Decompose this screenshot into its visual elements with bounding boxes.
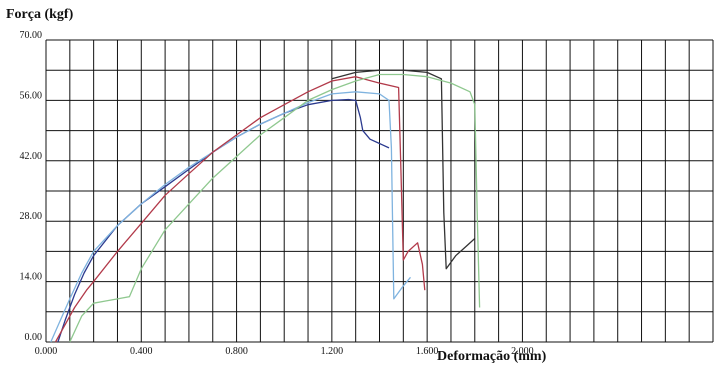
tick-labels: 0.00 14.00 28.00 42.00 56.00 70.00 0.000 0.400 0… bbox=[20, 30, 534, 357]
y-tick-label: 42.00 bbox=[20, 151, 43, 162]
y-tick-label: 28.00 bbox=[20, 211, 43, 222]
y-axis-title: Força (kgf) bbox=[6, 7, 74, 22]
y-tick-label: 56.00 bbox=[20, 90, 43, 101]
series-line-4 bbox=[331, 69, 476, 270]
y-tick-label: 0.00 bbox=[25, 332, 43, 343]
series-line-2 bbox=[50, 91, 411, 343]
x-axis-title: Deformação (mm) bbox=[437, 349, 547, 364]
x-tick-label: 1.600 bbox=[416, 346, 439, 357]
x-tick-label: 0.800 bbox=[225, 346, 248, 357]
grid bbox=[45, 39, 714, 343]
x-tick-label: 0.400 bbox=[130, 346, 153, 357]
series-line-3 bbox=[54, 76, 426, 343]
x-tick-label: 2.000 bbox=[511, 346, 534, 357]
y-tick-label: 70.00 bbox=[20, 30, 43, 41]
series-lines bbox=[50, 69, 481, 343]
y-tick-label: 14.00 bbox=[20, 272, 43, 283]
series-line-5 bbox=[69, 73, 481, 343]
x-tick-label: 0.000 bbox=[35, 346, 58, 357]
x-tick-label: 1.200 bbox=[321, 346, 344, 357]
